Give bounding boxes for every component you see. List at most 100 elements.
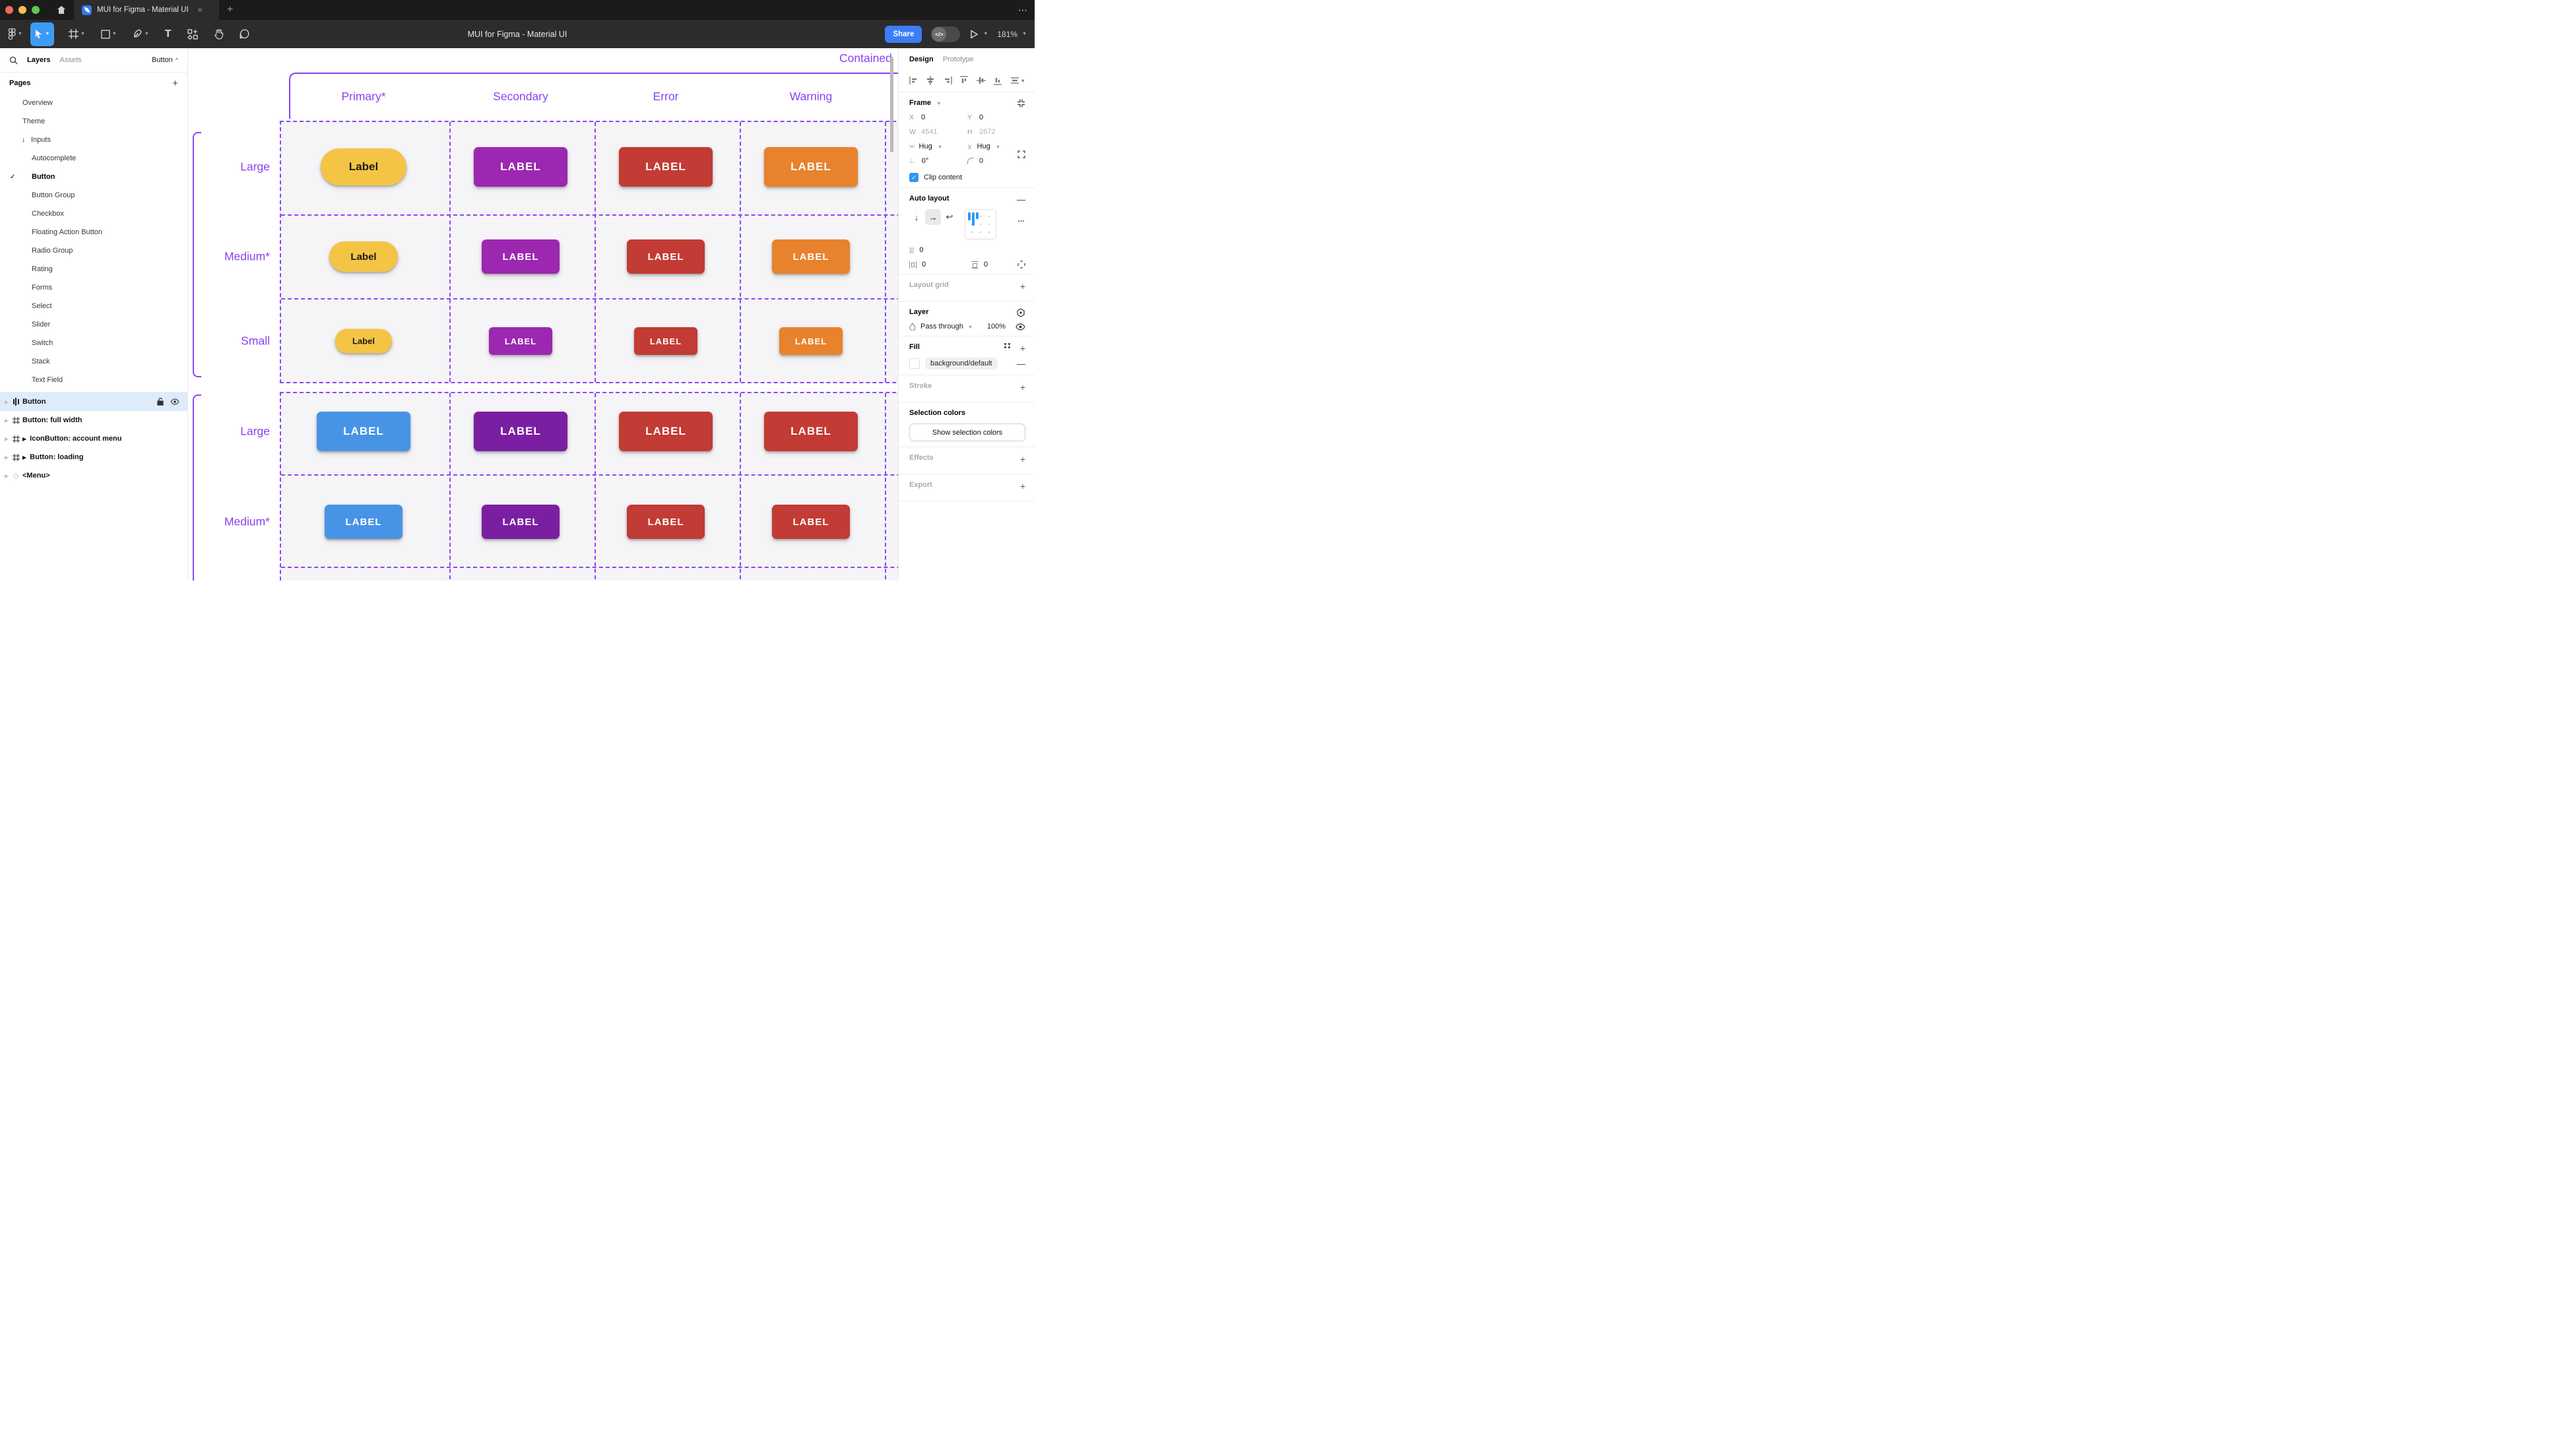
resources-tool[interactable] [187, 28, 198, 40]
fill-color-swatch[interactable] [909, 358, 920, 369]
height-field[interactable]: H 2672 [967, 128, 996, 136]
mui-button-large-error[interactable]: LABEL [619, 412, 713, 451]
mui-button-large-secondary[interactable]: LABEL [474, 147, 567, 187]
zoom-level-dropdown[interactable]: 181% ▼ [997, 29, 1027, 39]
mui-button-small-warning[interactable]: LABEL [779, 327, 843, 355]
add-export-icon[interactable]: + [1019, 481, 1025, 491]
corner-radius-field[interactable]: 0 [967, 157, 1025, 165]
layer-row-button-loading[interactable]: ▶ ▶ Button: loading [0, 448, 187, 466]
styles-icon[interactable] [1004, 343, 1011, 348]
minimize-window-button[interactable] [18, 6, 26, 14]
tab-prototype[interactable]: Prototype [942, 55, 974, 63]
rotation-field[interactable]: ∟ 0° [909, 157, 929, 165]
blend-mode-dropdown[interactable]: Pass through [920, 323, 963, 330]
auto-layout-wrap-icon[interactable]: ↩ [946, 212, 953, 222]
page-item-checkbox[interactable]: Checkbox [0, 204, 187, 223]
align-left-icon[interactable] [909, 76, 918, 85]
layer-visibility-eye-icon[interactable] [1015, 323, 1025, 330]
page-item-floating-action-button[interactable]: Floating Action Button [0, 223, 187, 241]
comment-tool[interactable] [240, 29, 249, 39]
auto-layout-more-options[interactable]: … [1017, 216, 1025, 224]
page-item-button-group[interactable]: Button Group [0, 186, 187, 204]
expand-chevron-icon[interactable]: ▶ [5, 398, 9, 405]
show-selection-colors-button[interactable]: Show selection colors [909, 424, 1025, 441]
file-tab[interactable]: MUI for Figma - Material UI × [74, 0, 219, 20]
page-item-button[interactable]: ✓ Button [0, 168, 187, 186]
gap-field[interactable]: ]|[0 [909, 246, 924, 254]
hand-tool[interactable] [214, 28, 224, 40]
layer-row--menu-[interactable]: ▶ ◇ <Menu> [0, 466, 187, 485]
canvas-viewport[interactable]: Contained Primary* Secondary Error Warning L… [188, 48, 898, 581]
horizontal-resizing-dropdown[interactable]: >< Hug ▼ [909, 142, 943, 150]
page-item-theme[interactable]: Theme [0, 112, 187, 131]
mui-button-medium-primary[interactable]: Label [329, 241, 398, 272]
page-item-stack[interactable]: Stack [0, 352, 187, 371]
align-top-icon[interactable] [959, 76, 969, 85]
layer-row-iconbutton-account-menu[interactable]: ▶ ▶ IconButton: account menu [0, 429, 187, 448]
layer-opacity-value[interactable]: 100% [986, 323, 1006, 330]
page-selector-dropdown[interactable]: Button ^ [151, 56, 178, 64]
new-tab-button[interactable]: + [227, 4, 234, 15]
page-item-autocomplete[interactable]: Autocomplete [0, 149, 187, 168]
mui-button-medium-secondary[interactable]: LABEL [482, 505, 560, 539]
frame-section-title[interactable]: Frame [909, 99, 932, 107]
page-item-inputs[interactable]: ↓ Inputs [0, 131, 187, 149]
page-item-forms[interactable]: Forms [0, 278, 187, 297]
independent-padding-icon[interactable] [1017, 261, 1025, 268]
layer-row-button[interactable]: ▶ Button [0, 393, 187, 411]
page-item-slider[interactable]: Slider [0, 315, 187, 334]
auto-layout-alignment-widget[interactable] [965, 209, 996, 239]
mui-button-medium-error[interactable]: LABEL [627, 239, 705, 274]
frame-tool[interactable]: ▼ [68, 29, 85, 39]
share-button[interactable]: Share [885, 25, 922, 43]
align-h-center-icon[interactable] [926, 76, 935, 85]
mui-button-large-secondary[interactable]: LABEL [474, 412, 567, 451]
remove-auto-layout-icon[interactable]: — [1017, 195, 1025, 204]
align-bottom-icon[interactable] [993, 76, 1002, 85]
mui-button-medium-warning[interactable]: LABEL [772, 239, 850, 274]
search-icon[interactable] [9, 56, 18, 65]
mui-button-medium-warning[interactable]: LABEL [772, 505, 850, 539]
mui-button-large-primary[interactable]: Label [321, 148, 406, 185]
dev-mode-toggle[interactable]: </> [931, 26, 961, 42]
canvas-vertical-scrollbar[interactable] [890, 57, 893, 152]
figma-main-menu[interactable]: ▼ [8, 28, 22, 40]
mui-button-large-warning[interactable]: LABEL [764, 147, 858, 187]
auto-layout-horizontal-icon-selected[interactable]: → [925, 209, 941, 225]
frame-title[interactable]: Contained [839, 51, 892, 65]
expand-chevron-icon[interactable]: ▶ [5, 472, 9, 479]
auto-layout-vertical-icon[interactable]: ↓ [914, 212, 919, 222]
remove-fill-icon[interactable]: — [1017, 358, 1025, 369]
add-layout-grid-icon[interactable]: + [1019, 281, 1025, 292]
clip-content-row[interactable]: ✓ Clip content [909, 173, 1025, 182]
width-field[interactable]: W 4541 [909, 128, 938, 136]
mui-button-small-error[interactable]: LABEL [634, 327, 697, 355]
expand-chevron-icon[interactable]: ▶ [5, 417, 9, 424]
page-item-radio-group[interactable]: Radio Group [0, 241, 187, 260]
pen-tool[interactable]: ▼ [133, 29, 149, 39]
align-v-center-icon[interactable] [976, 76, 986, 85]
add-effect-icon[interactable]: + [1019, 454, 1025, 464]
window-overflow-menu-icon[interactable]: ⋯ [1018, 4, 1028, 15]
align-right-icon[interactable] [943, 76, 952, 85]
page-item-select[interactable]: Select [0, 297, 187, 315]
mui-button-small-secondary[interactable]: LABEL [489, 327, 552, 355]
tab-assets[interactable]: Assets [59, 56, 82, 64]
mui-button-medium-secondary[interactable]: LABEL [482, 239, 560, 274]
fill-row[interactable]: background/default — [909, 358, 1025, 369]
collapse-panel-icon[interactable] [1017, 99, 1025, 108]
expand-chevron-icon[interactable]: ▶ [5, 435, 9, 442]
add-fill-icon[interactable]: + [1019, 343, 1025, 354]
mui-button-large-primary[interactable]: LABEL [317, 412, 410, 451]
vertical-padding-field[interactable]: 0 [971, 261, 988, 268]
tab-design[interactable]: Design [909, 55, 934, 63]
page-item-switch[interactable]: Switch [0, 334, 187, 352]
blend-mode-icon[interactable] [1016, 308, 1025, 317]
horizontal-padding-field[interactable]: 0 [909, 261, 966, 268]
page-item-rating[interactable]: Rating [0, 260, 187, 278]
fill-style-name[interactable]: background/default [925, 358, 998, 369]
present-button[interactable]: ▼ [969, 29, 988, 39]
mui-button-small-primary[interactable]: Label [335, 329, 392, 354]
mui-button-large-error[interactable]: LABEL [619, 147, 713, 187]
